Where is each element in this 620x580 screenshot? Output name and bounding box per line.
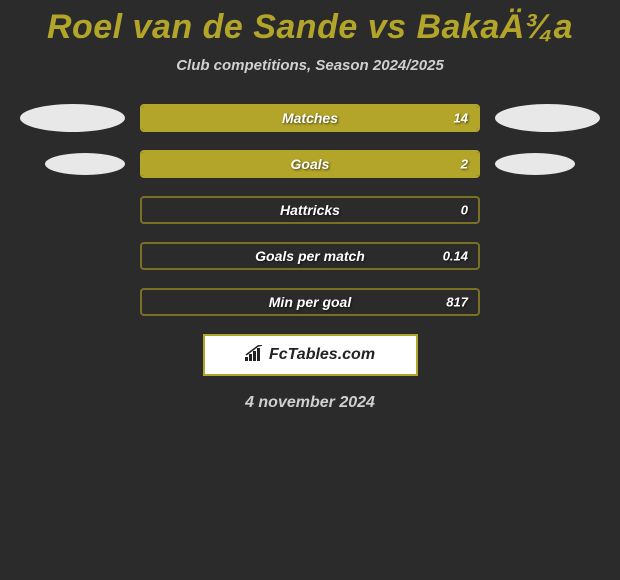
date-text: 4 november 2024 — [0, 394, 620, 412]
stat-row: Goals per match 0.14 — [0, 242, 620, 270]
stat-value: 2 — [461, 157, 468, 172]
stat-row: Goals 2 — [0, 150, 620, 178]
chart-icon — [245, 345, 265, 366]
stat-row: Hattricks 0 — [0, 196, 620, 224]
stats-container: Matches 14 Goals 2 Hattricks 0 Goals per match… — [0, 104, 620, 316]
stat-label: Goals — [291, 156, 330, 172]
stat-bar: Goals 2 — [140, 150, 480, 178]
right-ellipse — [495, 104, 600, 132]
stat-label: Min per goal — [269, 294, 351, 310]
stat-value: 817 — [446, 295, 468, 310]
logo-text: FcTables.com — [269, 346, 375, 364]
left-ellipse — [20, 104, 125, 132]
subtitle: Club competitions, Season 2024/2025 — [0, 57, 620, 74]
logo-box[interactable]: FcTables.com — [203, 334, 418, 376]
stat-label: Matches — [282, 110, 338, 126]
stat-bar: Hattricks 0 — [140, 196, 480, 224]
stat-bar: Min per goal 817 — [140, 288, 480, 316]
stat-bar: Matches 14 — [140, 104, 480, 132]
stat-label: Goals per match — [255, 248, 365, 264]
stat-row: Matches 14 — [0, 104, 620, 132]
stat-row: Min per goal 817 — [0, 288, 620, 316]
stat-value: 14 — [454, 111, 468, 126]
stat-value: 0 — [461, 203, 468, 218]
page-title: Roel van de Sande vs BakaÄ¾a — [0, 0, 620, 47]
right-ellipse — [495, 153, 575, 175]
left-ellipse — [45, 153, 125, 175]
stat-value: 0.14 — [443, 249, 468, 264]
stat-label: Hattricks — [280, 202, 340, 218]
stat-bar: Goals per match 0.14 — [140, 242, 480, 270]
